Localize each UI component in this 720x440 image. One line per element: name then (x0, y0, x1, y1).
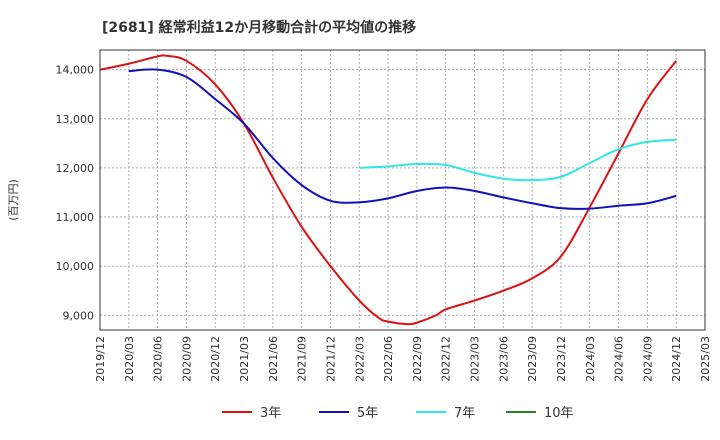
x-tick-label: 2024/03 (584, 336, 597, 382)
x-tick-labels: 2019/12 2020/03 2020/06 2020/09 2020/12 2021/… (94, 336, 712, 382)
y-tick-label: 9,000 (63, 309, 95, 322)
series-line (128, 68, 677, 210)
legend-label: 5年 (357, 406, 378, 421)
grid (99, 50, 706, 330)
x-tick-label: 2024/12 (670, 336, 683, 382)
x-tick-label: 2024/06 (613, 336, 626, 382)
x-tick-label: 2020/09 (180, 336, 193, 382)
y-tick-label: 10,000 (56, 260, 95, 273)
x-tick-label: 2021/12 (324, 336, 337, 382)
x-tick-label: 2021/03 (238, 336, 251, 382)
y-tick-label: 11,000 (56, 211, 95, 224)
y-tick-label: 13,000 (56, 113, 95, 126)
x-tick-label: 2022/12 (440, 336, 453, 382)
x-tick-label: 2022/06 (382, 336, 395, 382)
x-tick-label: 2025/03 (699, 336, 712, 382)
y-tick-label: 14,000 (56, 64, 95, 77)
x-tick-label: 2023/03 (469, 336, 482, 382)
chart-title: [2681] 経常利益12か月移動合計の平均値の推移 (102, 19, 416, 36)
x-tick-label: 2023/09 (526, 336, 539, 382)
y-tick-labels: 9,000 10,000 11,000 12,000 13,000 14,000 (56, 64, 95, 323)
legend-label: 10年 (544, 406, 574, 421)
x-tick-label: 2020/06 (152, 336, 165, 382)
x-tick-label: 2024/09 (641, 336, 654, 382)
x-tick-label: 2021/06 (267, 336, 280, 382)
x-tick-label: 2020/03 (123, 336, 136, 382)
x-tick-label: 2023/06 (497, 336, 510, 382)
y-axis-label: (百万円) (7, 179, 20, 221)
plot-frame (99, 49, 706, 331)
x-tick-label: 2020/12 (209, 336, 222, 382)
x-tick-label: 2019/12 (94, 336, 107, 382)
series-line (359, 138, 677, 182)
x-tick-label: 2022/09 (411, 336, 424, 382)
legend: 3年 5年 7年 10年 (222, 406, 574, 421)
x-tick-label: 2023/12 (555, 336, 568, 382)
legend-label: 3年 (260, 406, 281, 421)
x-tick-label: 2022/03 (353, 336, 366, 382)
x-tick-label: 2021/09 (296, 336, 309, 382)
y-tick-label: 12,000 (56, 162, 95, 175)
series-line (99, 54, 677, 326)
series-lines (99, 54, 677, 326)
legend-label: 7年 (454, 406, 475, 421)
